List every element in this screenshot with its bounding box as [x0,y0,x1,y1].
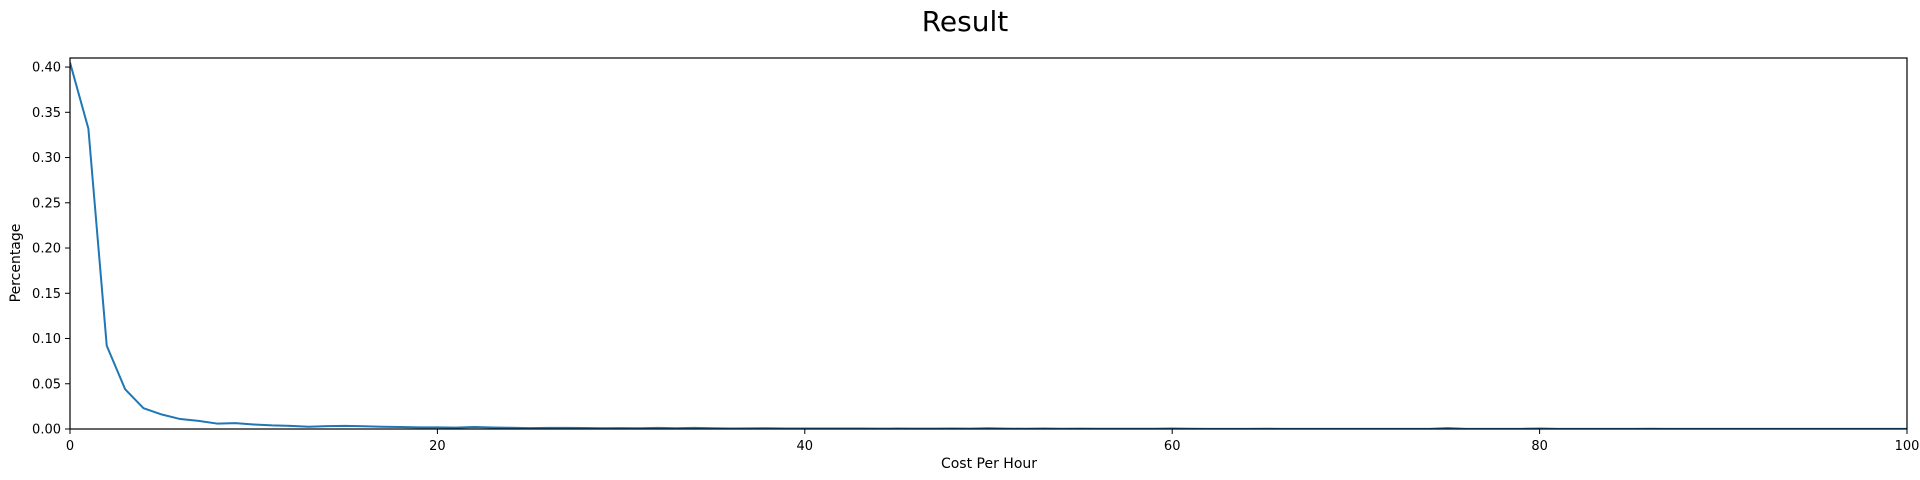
x-tick-label: 0 [66,439,74,454]
x-axis-label: Cost Per Hour [941,456,1037,472]
x-tick-label: 80 [1531,439,1548,454]
y-axis-label: Percentage [8,224,24,303]
y-tick-label: 0.15 [32,287,61,302]
y-tick-label: 0.05 [32,377,61,392]
x-tick-label: 100 [1895,439,1920,454]
series-line-0 [70,62,1907,429]
chart-title: Result [922,5,1009,38]
y-tick-label: 0.30 [32,151,61,166]
x-tick-label: 40 [797,439,814,454]
y-tick-label: 0.00 [32,423,61,438]
plot-frame [69,57,1908,430]
plot-area: 0 20 40 60 80 100 0.00 0.05 0.10 0.15 0.20 0.25 0.30… [32,57,1920,454]
y-tick-label: 0.20 [32,242,61,257]
x-tick-label: 20 [429,439,446,454]
y-tick-label: 0.35 [32,106,61,121]
y-tick-label: 0.40 [32,61,61,76]
x-tick-label: 60 [1164,439,1181,454]
y-tick-label: 0.10 [32,332,61,347]
y-tick-label: 0.25 [32,196,61,211]
